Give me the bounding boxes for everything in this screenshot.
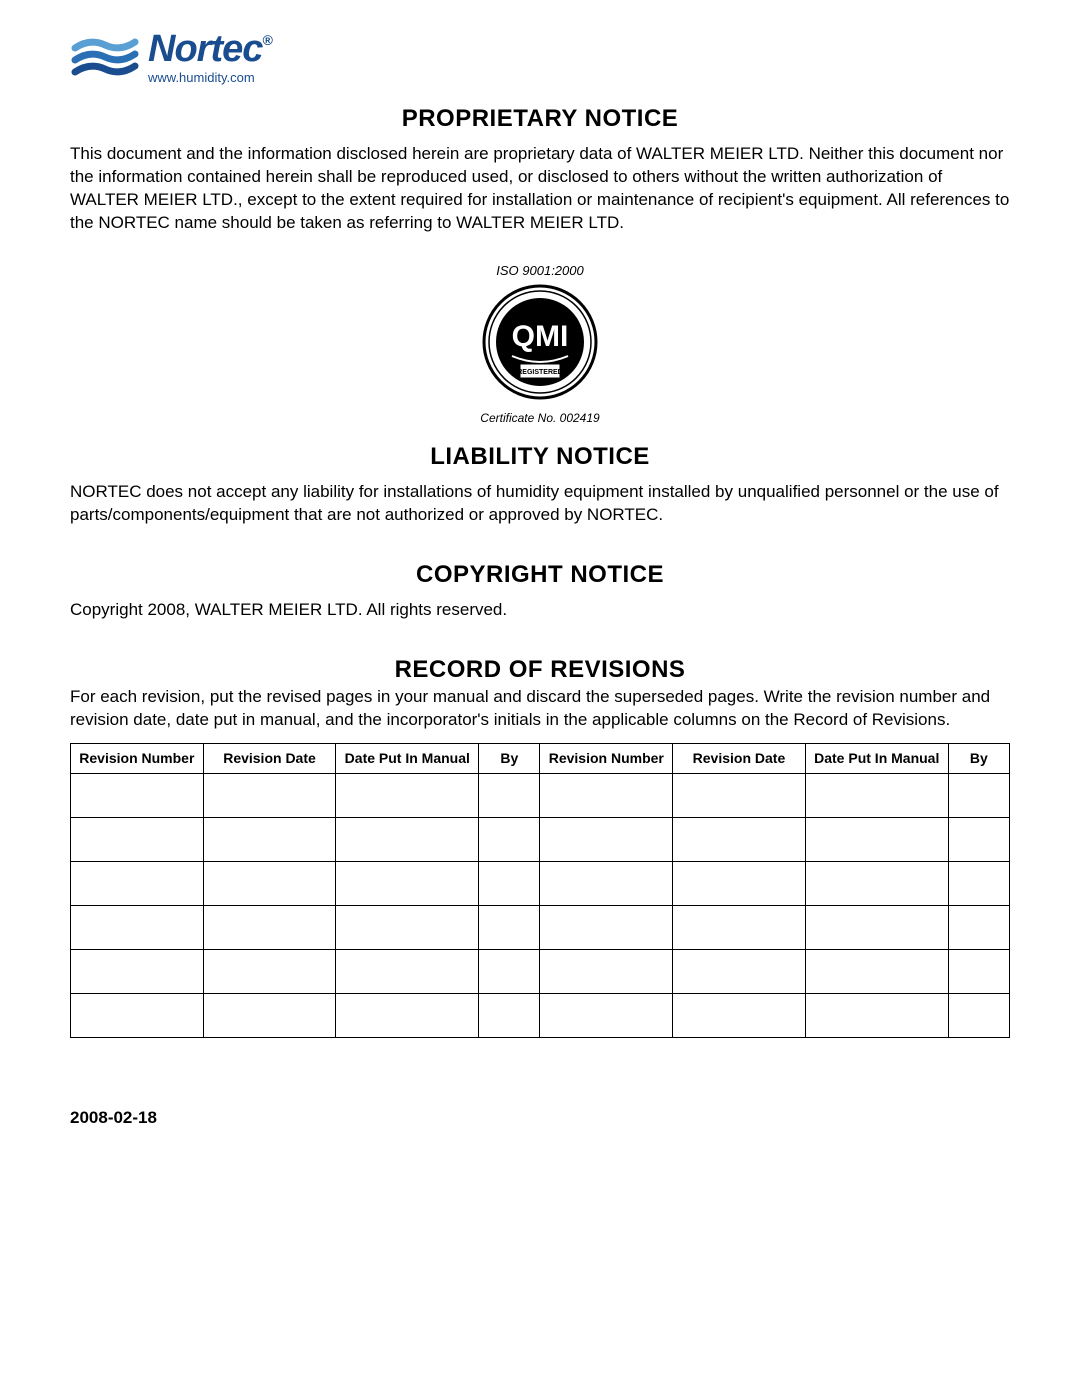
revisions-heading: RECORD OF REVISIONS [70, 656, 1010, 684]
col-rev-number-1: Revision Number [71, 744, 204, 774]
table-cell [479, 950, 540, 994]
table-cell [336, 906, 479, 950]
table-row [71, 950, 1010, 994]
logo-brand-name: Nortec [148, 30, 262, 68]
table-cell [948, 818, 1009, 862]
table-cell [673, 818, 806, 862]
table-cell [540, 818, 673, 862]
qmi-badge-icon: QMI REGISTERED [480, 282, 600, 402]
col-rev-date-2: Revision Date [673, 744, 806, 774]
table-cell [203, 774, 336, 818]
table-row [71, 906, 1010, 950]
table-cell [805, 774, 948, 818]
table-cell [479, 818, 540, 862]
table-cell [203, 862, 336, 906]
table-cell [673, 774, 806, 818]
table-cell [71, 994, 204, 1038]
copyright-body: Copyright 2008, WALTER MEIER LTD. All ri… [70, 599, 1010, 622]
col-by-1: By [479, 744, 540, 774]
liability-body: NORTEC does not accept any liability for… [70, 481, 1010, 527]
table-cell [805, 950, 948, 994]
col-by-2: By [948, 744, 1009, 774]
table-cell [540, 994, 673, 1038]
table-cell [203, 906, 336, 950]
table-cell [71, 950, 204, 994]
table-cell [71, 818, 204, 862]
iso-label: ISO 9001:2000 [70, 263, 1010, 278]
table-cell [540, 950, 673, 994]
table-cell [336, 994, 479, 1038]
table-cell [71, 906, 204, 950]
cert-number: Certificate No. 002419 [70, 411, 1010, 425]
table-cell [540, 906, 673, 950]
table-cell [805, 994, 948, 1038]
table-cell [673, 906, 806, 950]
table-cell [203, 950, 336, 994]
table-cell [336, 862, 479, 906]
certification-block: ISO 9001:2000 QMI REGISTERED Certificate… [70, 263, 1010, 425]
company-logo: Nortec ® www.humidity.com [70, 30, 1010, 85]
logo-url: www.humidity.com [148, 70, 255, 85]
table-cell [336, 774, 479, 818]
col-date-put-1: Date Put In Manual [336, 744, 479, 774]
svg-text:REGISTERED: REGISTERED [517, 369, 563, 376]
table-cell [948, 862, 1009, 906]
table-cell [479, 862, 540, 906]
table-cell [948, 994, 1009, 1038]
table-row [71, 774, 1010, 818]
col-rev-date-1: Revision Date [203, 744, 336, 774]
table-cell [540, 774, 673, 818]
registered-mark: ® [262, 32, 272, 48]
table-cell [673, 862, 806, 906]
proprietary-body: This document and the information disclo… [70, 143, 1010, 235]
table-cell [479, 994, 540, 1038]
liability-heading: LIABILITY NOTICE [70, 443, 1010, 471]
svg-text:QMI: QMI [512, 320, 569, 353]
table-cell [336, 950, 479, 994]
proprietary-heading: PROPRIETARY NOTICE [70, 105, 1010, 133]
logo-wave-icon [70, 30, 140, 85]
table-cell [948, 906, 1009, 950]
table-cell [203, 818, 336, 862]
revisions-body: For each revision, put the revised pages… [70, 686, 1010, 732]
col-rev-number-2: Revision Number [540, 744, 673, 774]
col-date-put-2: Date Put In Manual [805, 744, 948, 774]
table-cell [948, 774, 1009, 818]
table-cell [203, 994, 336, 1038]
table-cell [479, 906, 540, 950]
table-row [71, 818, 1010, 862]
table-cell [673, 994, 806, 1038]
footer-date: 2008-02-18 [70, 1108, 1010, 1128]
table-cell [948, 950, 1009, 994]
table-row [71, 862, 1010, 906]
table-cell [71, 862, 204, 906]
copyright-heading: COPYRIGHT NOTICE [70, 561, 1010, 589]
table-header-row: Revision Number Revision Date Date Put I… [71, 744, 1010, 774]
table-cell [336, 818, 479, 862]
table-cell [805, 862, 948, 906]
table-row [71, 994, 1010, 1038]
table-cell [673, 950, 806, 994]
table-cell [805, 818, 948, 862]
revisions-table: Revision Number Revision Date Date Put I… [70, 743, 1010, 1038]
table-cell [805, 906, 948, 950]
table-cell [540, 862, 673, 906]
table-cell [71, 774, 204, 818]
table-cell [479, 774, 540, 818]
